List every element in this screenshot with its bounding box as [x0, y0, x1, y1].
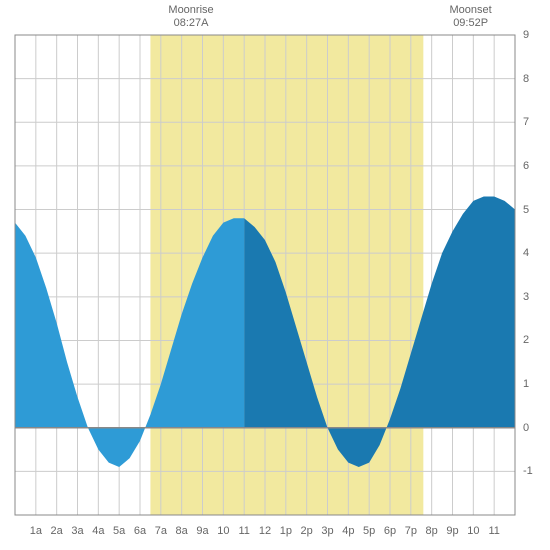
- x-tick-label: 11: [488, 525, 499, 537]
- x-tick-label: 1a: [30, 525, 42, 537]
- x-tick-label: 10: [217, 525, 229, 537]
- x-tick-label: 11: [238, 525, 249, 537]
- y-tick-label: 0: [523, 422, 529, 434]
- x-tick-label: 12: [259, 525, 271, 537]
- y-tick-label: -1: [523, 465, 533, 477]
- x-tick-label: 6p: [384, 525, 396, 537]
- x-tick-label: 9p: [446, 525, 458, 537]
- x-tick-label: 10: [467, 525, 479, 537]
- y-tick-label: 6: [523, 160, 529, 172]
- x-tick-label: 4a: [92, 525, 104, 537]
- x-tick-label: 7a: [155, 525, 167, 537]
- y-tick-label: 9: [523, 29, 529, 41]
- x-tick-label: 2a: [51, 525, 63, 537]
- tide-chart: -101234567891a2a3a4a5a6a7a8a9a1011121p2p…: [0, 0, 550, 550]
- x-tick-label: 1p: [280, 525, 292, 537]
- y-tick-label: 1: [523, 378, 529, 390]
- moonset-label: Moonset09:52P: [441, 4, 501, 30]
- x-tick-label: 7p: [405, 525, 417, 537]
- x-tick-label: 5a: [113, 525, 125, 537]
- y-tick-label: 3: [523, 291, 529, 303]
- x-tick-label: 4p: [342, 525, 354, 537]
- x-tick-label: 3a: [71, 525, 83, 537]
- y-tick-label: 4: [523, 247, 529, 259]
- x-tick-label: 6a: [134, 525, 146, 537]
- x-tick-label: 8p: [426, 525, 438, 537]
- y-tick-label: 7: [523, 116, 529, 128]
- moonrise-label: Moonrise08:27A: [161, 4, 221, 30]
- x-tick-label: 2p: [301, 525, 313, 537]
- x-tick-label: 9a: [196, 525, 208, 537]
- chart-svg: [0, 0, 550, 550]
- y-tick-label: 2: [523, 334, 529, 346]
- x-tick-label: 3p: [321, 525, 333, 537]
- x-tick-label: 5p: [363, 525, 375, 537]
- x-tick-label: 8a: [176, 525, 188, 537]
- y-tick-label: 5: [523, 204, 529, 216]
- y-tick-label: 8: [523, 73, 529, 85]
